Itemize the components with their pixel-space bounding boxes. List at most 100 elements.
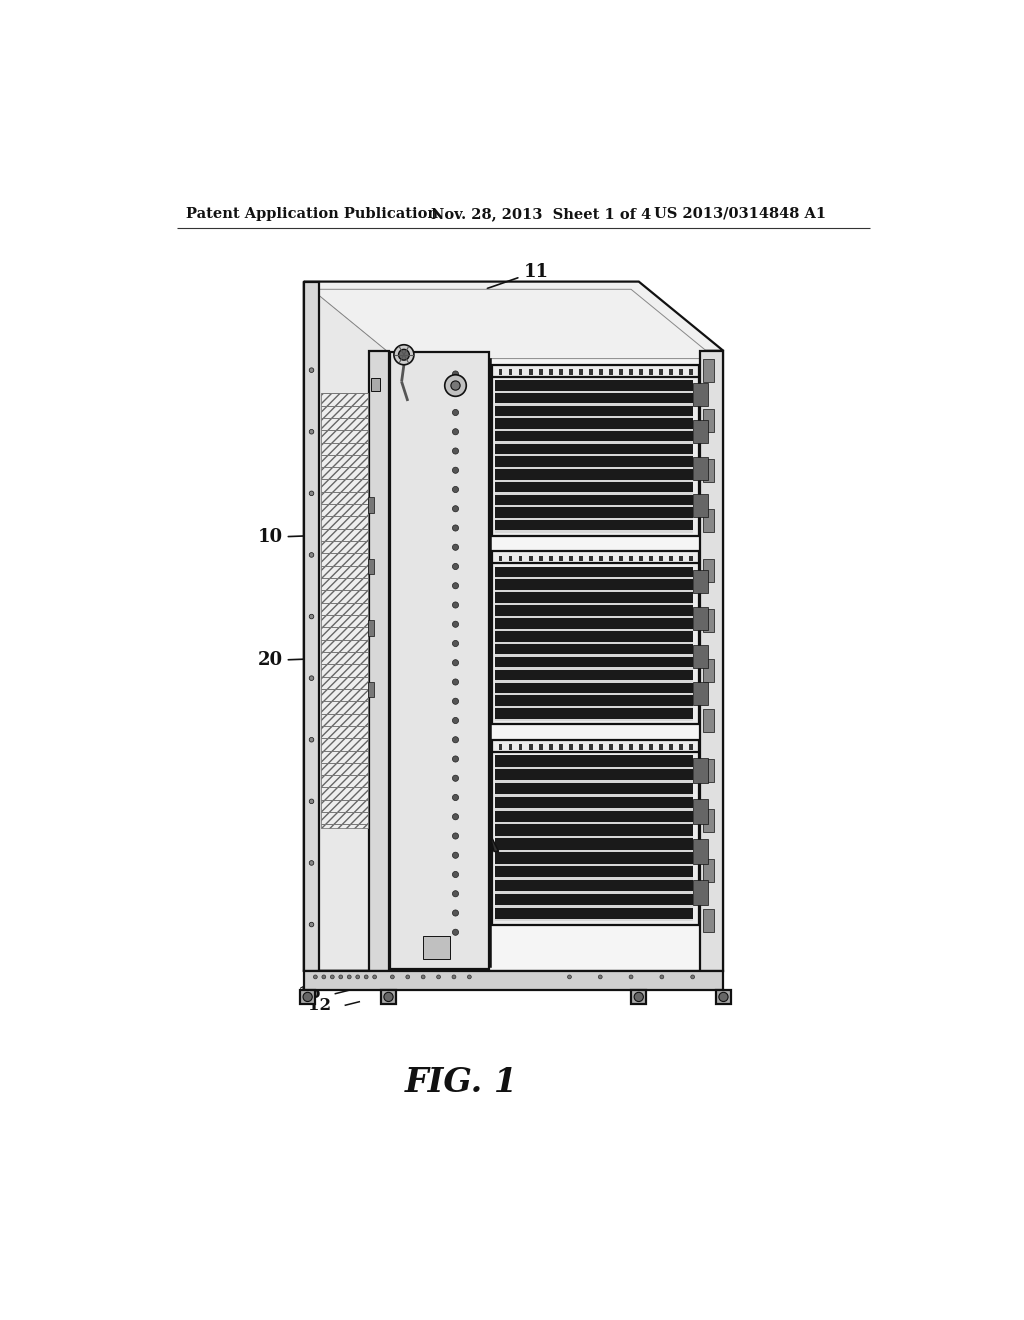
Circle shape — [451, 381, 460, 391]
Circle shape — [453, 737, 459, 743]
Polygon shape — [495, 416, 692, 418]
Polygon shape — [495, 628, 692, 631]
Circle shape — [453, 429, 459, 434]
Circle shape — [453, 409, 459, 416]
Polygon shape — [549, 744, 553, 750]
Polygon shape — [495, 579, 692, 590]
Polygon shape — [639, 744, 643, 750]
Polygon shape — [639, 370, 643, 375]
Circle shape — [444, 375, 466, 396]
Circle shape — [453, 660, 459, 665]
Polygon shape — [495, 429, 692, 430]
Polygon shape — [689, 744, 692, 750]
Polygon shape — [495, 482, 692, 492]
Polygon shape — [649, 744, 652, 750]
Polygon shape — [490, 836, 499, 851]
Text: 20: 20 — [258, 652, 308, 669]
Circle shape — [453, 756, 459, 762]
Polygon shape — [495, 680, 692, 682]
Polygon shape — [679, 744, 683, 750]
Polygon shape — [495, 517, 692, 520]
Circle shape — [384, 993, 393, 1002]
Circle shape — [331, 975, 334, 979]
Polygon shape — [495, 603, 692, 605]
Text: Patent Application Publication: Patent Application Publication — [186, 207, 438, 220]
Polygon shape — [679, 370, 683, 375]
Circle shape — [691, 975, 694, 979]
Polygon shape — [495, 770, 692, 780]
Polygon shape — [493, 739, 698, 924]
Polygon shape — [579, 556, 583, 561]
Circle shape — [453, 891, 459, 896]
Polygon shape — [495, 577, 692, 579]
Circle shape — [453, 929, 459, 936]
Polygon shape — [568, 744, 572, 750]
Polygon shape — [495, 393, 692, 404]
Polygon shape — [304, 281, 724, 351]
Polygon shape — [692, 420, 708, 444]
Polygon shape — [495, 507, 692, 517]
Polygon shape — [549, 556, 553, 561]
Circle shape — [453, 678, 459, 685]
Polygon shape — [608, 556, 612, 561]
Polygon shape — [495, 719, 692, 721]
Polygon shape — [495, 919, 692, 921]
Polygon shape — [495, 709, 692, 719]
Polygon shape — [518, 744, 522, 750]
Polygon shape — [495, 878, 692, 880]
Polygon shape — [493, 364, 698, 536]
Polygon shape — [629, 370, 633, 375]
Polygon shape — [495, 906, 692, 908]
Polygon shape — [495, 506, 692, 507]
Circle shape — [453, 871, 459, 878]
Polygon shape — [495, 495, 692, 506]
Polygon shape — [495, 696, 692, 706]
Polygon shape — [495, 631, 692, 642]
Polygon shape — [495, 894, 692, 906]
Circle shape — [453, 564, 459, 570]
Polygon shape — [679, 556, 683, 561]
Circle shape — [452, 975, 456, 979]
Circle shape — [309, 738, 313, 742]
Polygon shape — [692, 879, 708, 904]
Polygon shape — [509, 370, 512, 375]
Polygon shape — [495, 836, 692, 838]
Polygon shape — [528, 744, 532, 750]
Polygon shape — [559, 370, 562, 375]
Polygon shape — [495, 866, 692, 878]
Polygon shape — [495, 706, 692, 709]
Circle shape — [339, 975, 343, 979]
Circle shape — [309, 553, 313, 557]
Circle shape — [453, 775, 459, 781]
Polygon shape — [692, 607, 708, 631]
Polygon shape — [658, 370, 663, 375]
Polygon shape — [495, 644, 692, 655]
Polygon shape — [649, 370, 652, 375]
Polygon shape — [669, 556, 673, 561]
Polygon shape — [495, 469, 692, 479]
Circle shape — [453, 622, 459, 627]
Polygon shape — [618, 744, 623, 750]
Polygon shape — [495, 454, 692, 457]
Polygon shape — [692, 383, 708, 407]
Polygon shape — [702, 709, 714, 733]
Polygon shape — [495, 808, 692, 810]
Circle shape — [394, 345, 414, 364]
Text: 12: 12 — [307, 997, 331, 1014]
Polygon shape — [528, 370, 532, 375]
Circle shape — [453, 698, 459, 705]
Polygon shape — [692, 758, 708, 784]
Polygon shape — [368, 620, 374, 636]
Polygon shape — [669, 744, 673, 750]
Polygon shape — [495, 615, 692, 618]
Polygon shape — [669, 370, 673, 375]
Polygon shape — [388, 351, 724, 970]
Polygon shape — [559, 556, 562, 561]
Polygon shape — [495, 838, 692, 850]
Text: Nov. 28, 2013  Sheet 1 of 4: Nov. 28, 2013 Sheet 1 of 4 — [431, 207, 651, 220]
Polygon shape — [499, 370, 503, 375]
Polygon shape — [509, 556, 512, 561]
Circle shape — [436, 975, 440, 979]
Polygon shape — [495, 479, 692, 482]
Polygon shape — [495, 444, 692, 454]
